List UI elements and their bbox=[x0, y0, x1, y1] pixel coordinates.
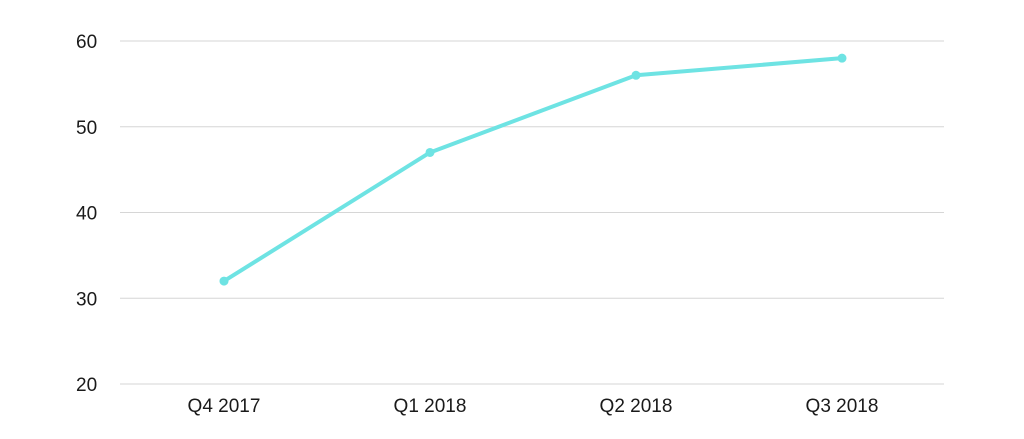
y-tick-label: 60 bbox=[76, 32, 97, 53]
series-layer bbox=[219, 53, 847, 286]
x-tick-label: Q4 2017 bbox=[188, 396, 261, 417]
y-axis: 20 30 40 50 60 bbox=[76, 32, 97, 396]
x-tick-label: Q1 2018 bbox=[394, 396, 467, 417]
data-point bbox=[425, 147, 435, 157]
x-tick-label: Q3 2018 bbox=[806, 396, 879, 417]
data-point bbox=[219, 276, 229, 286]
data-point bbox=[837, 53, 847, 63]
series-line bbox=[222, 56, 844, 284]
x-axis: Q4 2017 Q1 2018 Q2 2018 Q3 2018 bbox=[188, 396, 879, 417]
y-tick-label: 20 bbox=[76, 375, 97, 396]
gridlines bbox=[120, 40, 944, 385]
y-tick-label: 50 bbox=[76, 118, 97, 139]
data-point bbox=[631, 70, 641, 80]
y-tick-label: 40 bbox=[76, 204, 97, 225]
y-tick-label: 30 bbox=[76, 289, 97, 310]
x-tick-label: Q2 2018 bbox=[600, 396, 673, 417]
